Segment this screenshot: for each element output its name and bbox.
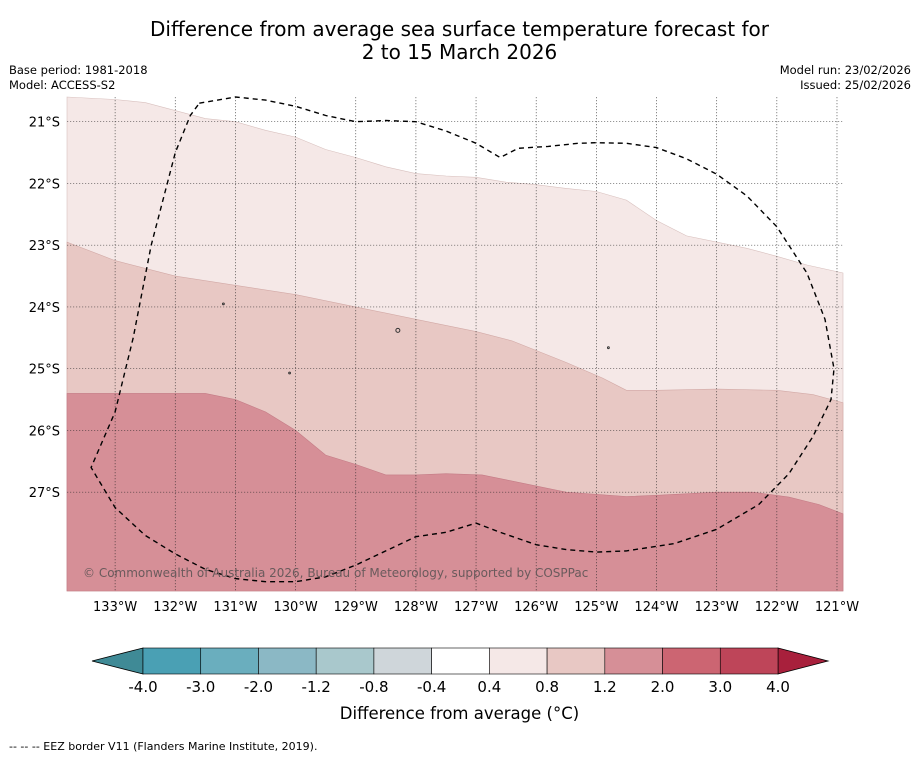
sst-map: 133°W 132°W 131°W 130°W 129°W 128°W 127°W 126°W…: [29, 96, 859, 615]
colorbar-label: Difference from average (°C): [339, 704, 580, 723]
colorbar-extend-low: [91, 647, 144, 675]
colorbar-tick-0: -4.0: [128, 678, 157, 696]
island-0: [222, 302, 225, 306]
x-tick-label-11: 122°W: [755, 600, 799, 615]
x-tick-label-6: 127°W: [454, 600, 498, 615]
issued-date: Issued: 25/02/2026: [800, 78, 911, 92]
island-1: [395, 327, 401, 333]
y-tick-label-0: 21°S: [29, 116, 60, 131]
colorbar-tick-9: 2.0: [651, 678, 675, 696]
colorbar-segment-9: [662, 647, 721, 675]
meta-left: Base period: 1981-2018 Model: ACCESS-S2: [9, 63, 148, 93]
watermark: © Commonwealth of Australia 2026, Bureau…: [83, 566, 588, 580]
y-tick-label-6: 27°S: [29, 486, 60, 501]
colorbar-tick-4: -0.8: [359, 678, 388, 696]
x-tick-label-5: 128°W: [394, 600, 438, 615]
colorbar-segment-2: [258, 647, 317, 675]
colorbar-segment-1: [200, 647, 259, 675]
x-tick-label-1: 132°W: [153, 600, 197, 615]
y-tick-label-2: 23°S: [29, 239, 60, 254]
colorbar-tick-2: -2.0: [244, 678, 273, 696]
x-tick-label-10: 123°W: [695, 600, 739, 615]
colorbar-segment-0: [142, 647, 202, 675]
x-tick-label-12: 121°W: [815, 600, 859, 615]
colorbar-tick-8: 1.2: [593, 678, 617, 696]
colorbar-segment-8: [604, 647, 663, 675]
meta-right: Model run: 23/02/2026 Issued: 25/02/2026: [780, 63, 911, 93]
y-tick-label-3: 24°S: [29, 301, 60, 316]
eez-border: [90, 96, 835, 583]
title-line-2: 2 to 15 March 2026: [361, 40, 558, 64]
colorbar-segment-7: [546, 647, 606, 675]
model-run: Model run: 23/02/2026: [779, 63, 911, 77]
model-name: Model: ACCESS-S2: [9, 78, 116, 92]
colorbar-tick-5: -0.4: [417, 678, 446, 696]
x-tick-label-7: 126°W: [514, 600, 558, 615]
base-period: Base period: 1981-2018: [9, 63, 148, 77]
colorbar-tick-10: 3.0: [708, 678, 732, 696]
x-tick-label-2: 131°W: [213, 600, 257, 615]
title-line-1: Difference from average sea surface temp…: [149, 17, 769, 41]
x-tick-label-9: 124°W: [634, 600, 678, 615]
colorbar-tick-6: 0.4: [477, 678, 501, 696]
colorbar-extend-high: [777, 647, 830, 675]
x-tick-label-0: 133°W: [93, 600, 137, 615]
y-tick-label-4: 25°S: [29, 363, 60, 378]
x-tick-label-4: 129°W: [334, 600, 378, 615]
colorbar: -4.0 -3.0 -2.0 -1.2 -0.8 -0.4 0.4 0.8 1.2 2.0 3.0 4…: [91, 647, 830, 696]
island-3: [288, 371, 291, 375]
eez-legend-note: -- -- -- EEZ border V11 (Flanders Marine…: [9, 740, 318, 753]
x-tick-label-3: 130°W: [274, 600, 318, 615]
colorbar-segment-10: [719, 647, 779, 675]
colorbar-segment-6: [489, 647, 548, 675]
colorbar-tick-1: -3.0: [186, 678, 215, 696]
y-tick-label-1: 22°S: [29, 177, 60, 192]
x-tick-label-8: 125°W: [574, 600, 618, 615]
colorbar-segment-3: [315, 647, 375, 675]
colorbar-tick-7: 0.8: [535, 678, 559, 696]
y-tick-label-5: 26°S: [29, 424, 60, 439]
colorbar-segment-5: [431, 647, 490, 675]
island-2: [606, 346, 610, 350]
chart-title: Difference from average sea surface temp…: [0, 18, 919, 64]
colorbar-tick-11: 4.0: [766, 678, 790, 696]
colorbar-segment-4: [373, 647, 432, 675]
colorbar-tick-3: -1.2: [302, 678, 331, 696]
